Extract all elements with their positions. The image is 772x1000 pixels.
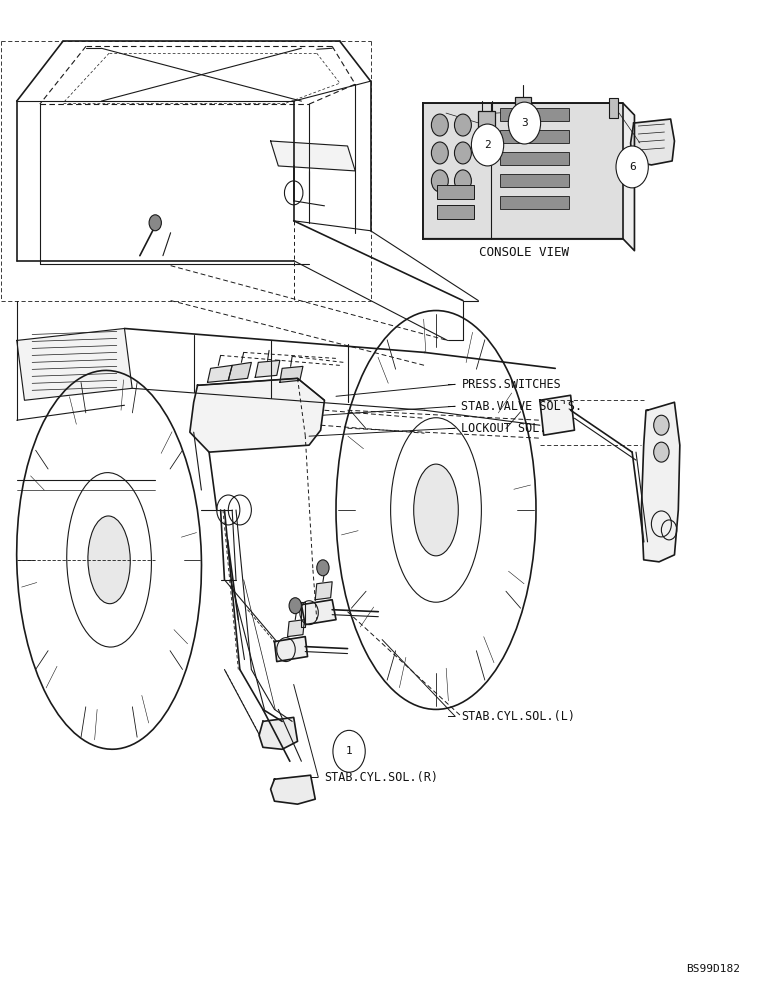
Polygon shape — [423, 103, 635, 251]
Polygon shape — [208, 365, 232, 382]
Text: STAB.VALVE SOL'S.: STAB.VALVE SOL'S. — [462, 400, 583, 413]
Text: 2: 2 — [484, 140, 491, 150]
Bar — [499, 152, 569, 165]
Polygon shape — [279, 366, 303, 382]
Text: LOCKOUT SOL.: LOCKOUT SOL. — [462, 422, 547, 435]
Circle shape — [317, 560, 329, 576]
Circle shape — [616, 146, 648, 188]
Polygon shape — [423, 103, 623, 239]
Bar — [499, 108, 569, 121]
Text: STAB.CYL.SOL.(R): STAB.CYL.SOL.(R) — [324, 771, 438, 784]
Text: —: — — [311, 771, 318, 784]
Text: CONSOLE VIEW: CONSOLE VIEW — [479, 246, 570, 259]
Text: 6: 6 — [628, 162, 635, 172]
Circle shape — [432, 114, 449, 136]
Text: —: — — [448, 422, 455, 435]
Polygon shape — [275, 637, 307, 662]
Polygon shape — [271, 775, 315, 804]
Bar — [479, 111, 495, 143]
Text: PRESS.SWITCHES: PRESS.SWITCHES — [462, 378, 561, 391]
Circle shape — [472, 124, 503, 166]
Polygon shape — [540, 395, 574, 435]
Text: —: — — [448, 400, 455, 413]
Bar — [499, 174, 569, 187]
Bar — [437, 185, 474, 199]
Polygon shape — [315, 582, 332, 600]
Circle shape — [508, 102, 540, 144]
Text: 3: 3 — [521, 118, 528, 128]
Bar — [499, 130, 569, 143]
Circle shape — [654, 415, 669, 435]
Polygon shape — [631, 119, 675, 165]
Circle shape — [455, 142, 472, 164]
Text: 1: 1 — [346, 746, 353, 756]
Text: BS99D182: BS99D182 — [686, 964, 740, 974]
Polygon shape — [287, 620, 304, 637]
Bar — [515, 97, 530, 125]
Polygon shape — [642, 402, 680, 562]
Polygon shape — [190, 378, 324, 452]
Circle shape — [455, 170, 472, 192]
Polygon shape — [301, 600, 336, 625]
Text: —: — — [448, 378, 455, 391]
Ellipse shape — [414, 464, 459, 556]
Ellipse shape — [88, 516, 130, 604]
Text: —: — — [448, 710, 455, 723]
Circle shape — [432, 142, 449, 164]
Circle shape — [654, 442, 669, 462]
Text: STAB.CYL.SOL.(L): STAB.CYL.SOL.(L) — [462, 710, 575, 723]
Circle shape — [432, 170, 449, 192]
Bar — [437, 205, 474, 219]
Circle shape — [455, 114, 472, 136]
Bar — [499, 196, 569, 209]
Bar — [609, 98, 618, 118]
Circle shape — [289, 598, 301, 614]
Polygon shape — [259, 717, 297, 749]
Circle shape — [149, 215, 161, 231]
Circle shape — [333, 730, 365, 772]
Polygon shape — [271, 141, 355, 171]
Polygon shape — [256, 360, 279, 377]
Polygon shape — [17, 328, 132, 400]
Polygon shape — [229, 362, 252, 380]
